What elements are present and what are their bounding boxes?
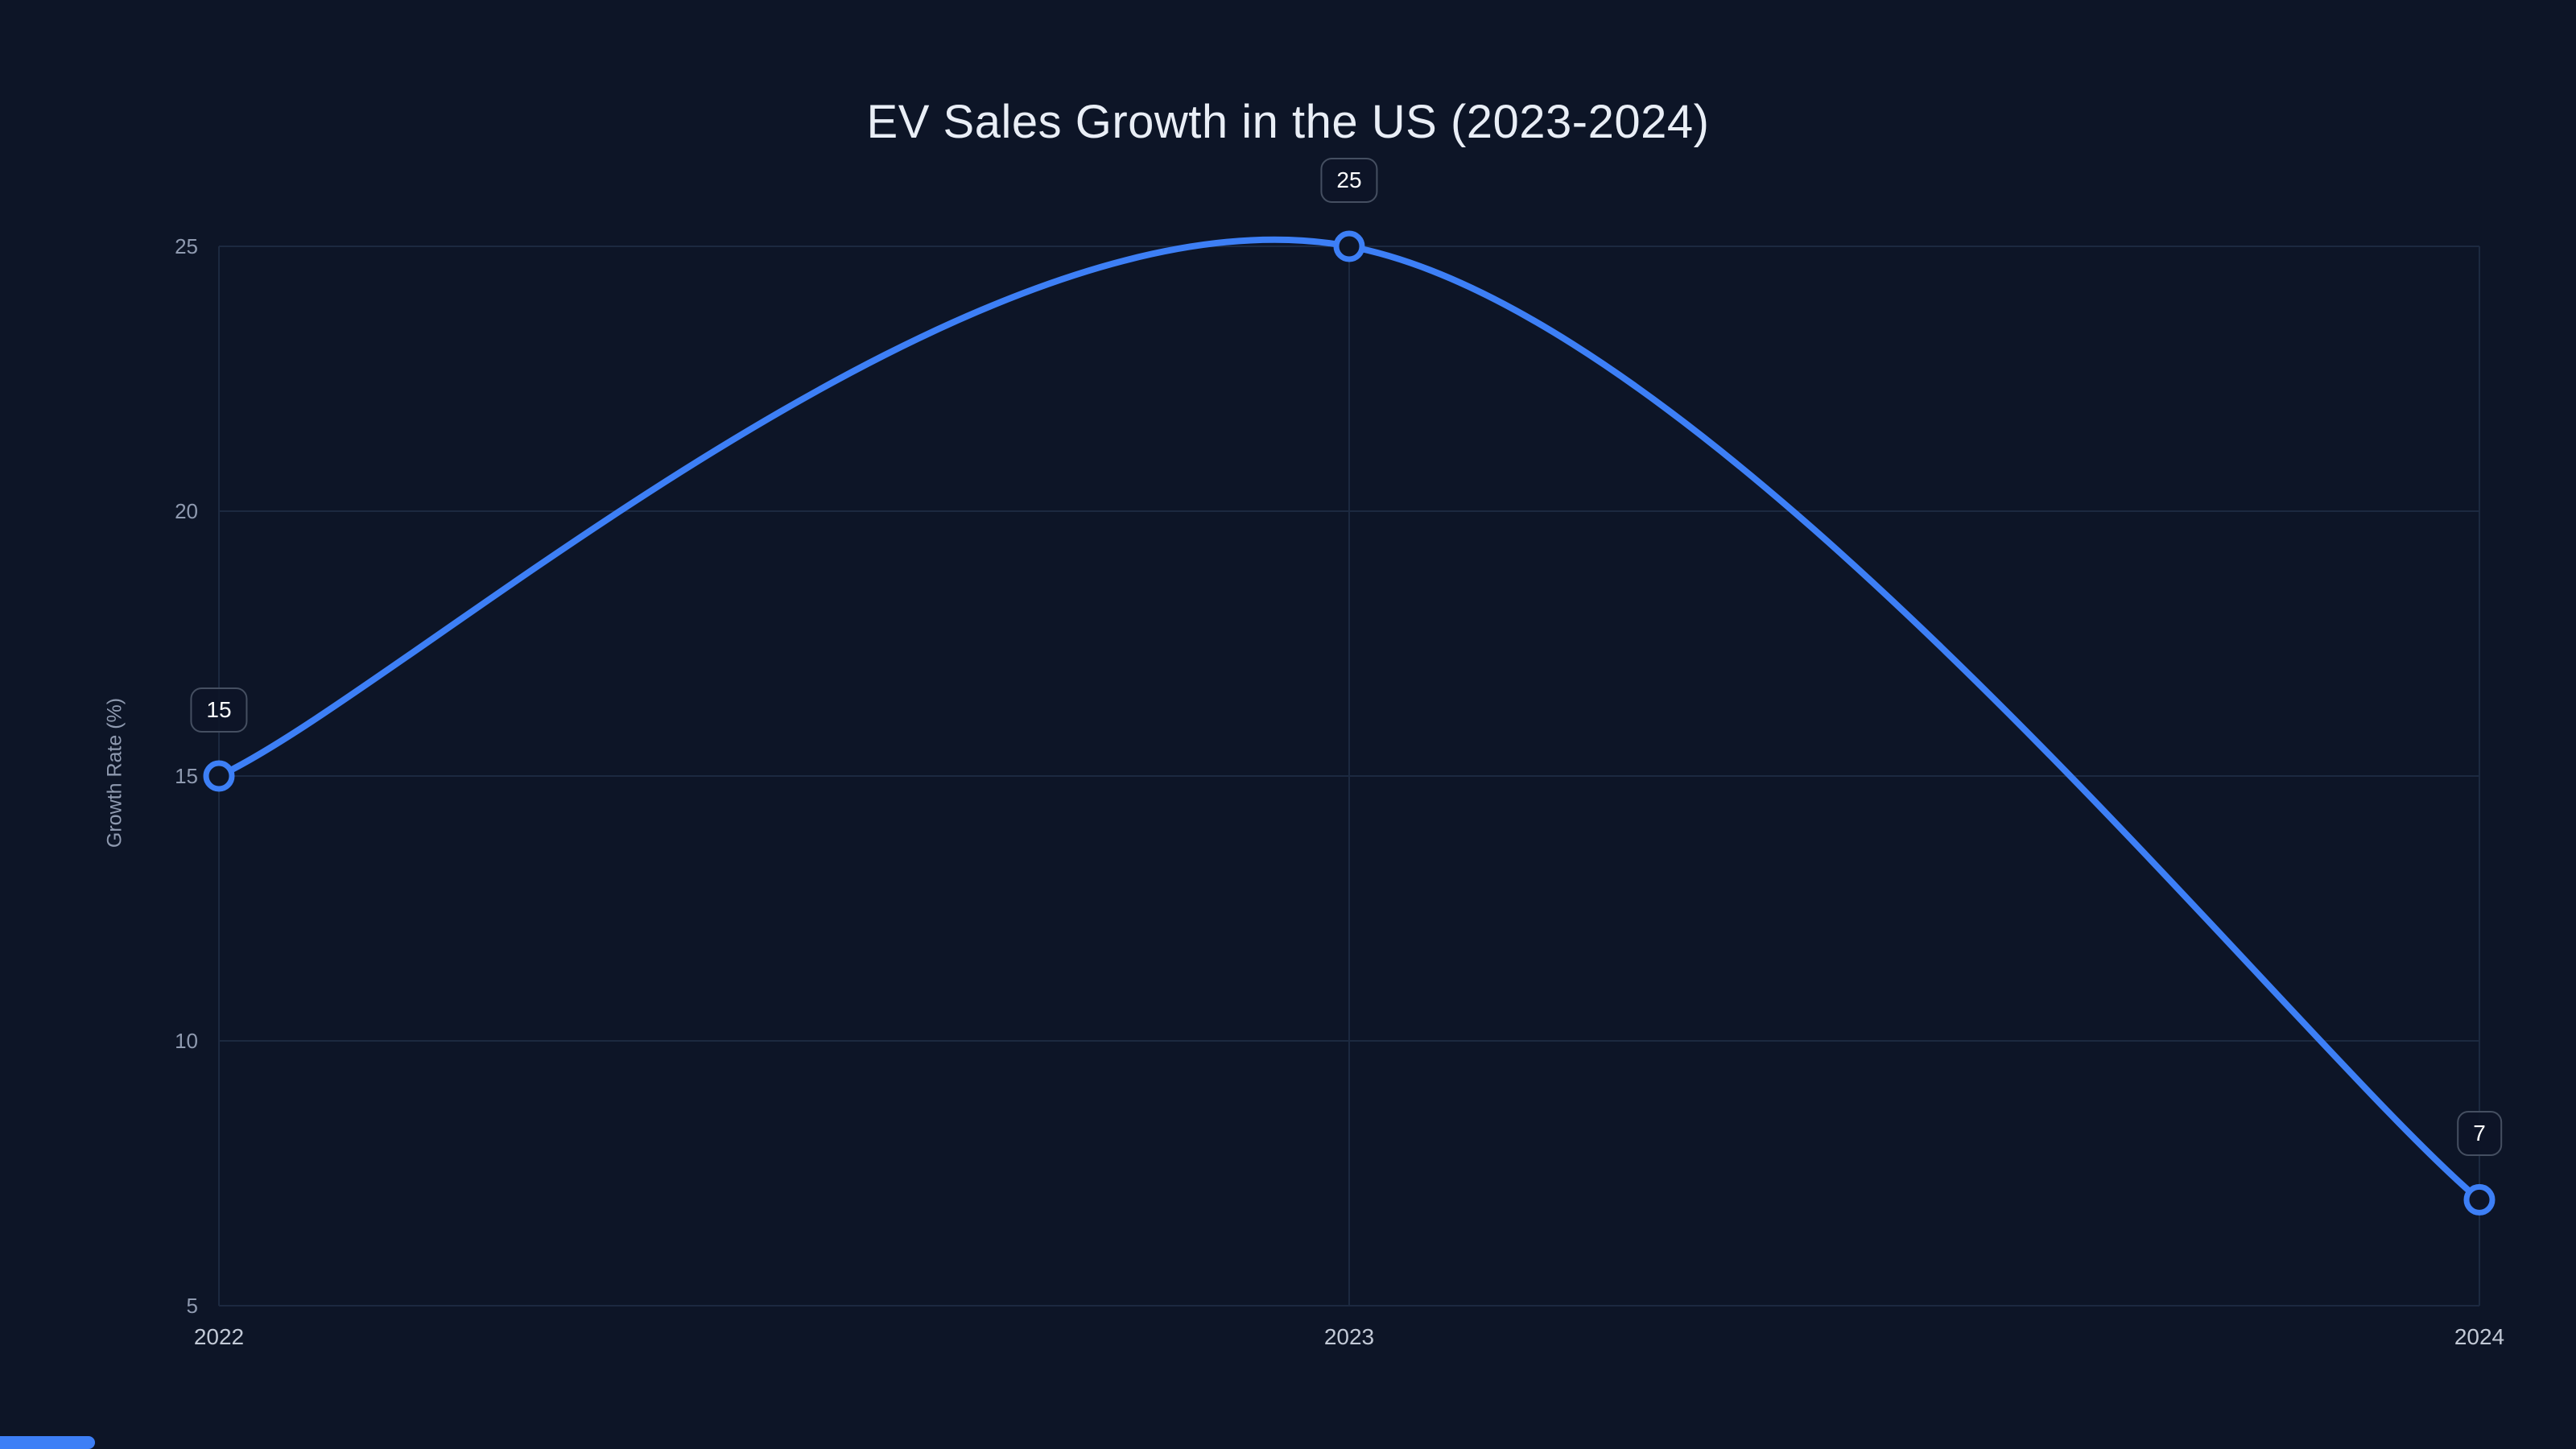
bottom-accent-bar [0, 1436, 95, 1449]
y-tick-label: 20 [175, 499, 198, 523]
data-point-marker[interactable] [2463, 1183, 2496, 1216]
x-tick-label: 2022 [194, 1324, 244, 1349]
chart-title: EV Sales Growth in the US (2023-2024) [866, 96, 1710, 148]
y-tick-label: 5 [187, 1294, 198, 1318]
y-tick-label: 10 [175, 1029, 198, 1053]
data-point-marker[interactable] [1333, 230, 1365, 262]
y-tick-label: 25 [175, 234, 198, 258]
y-tick-label: 15 [175, 764, 198, 788]
x-tick-label: 2024 [2454, 1324, 2504, 1349]
x-tick-label: 2023 [1324, 1324, 1374, 1349]
data-point-marker[interactable] [203, 760, 235, 792]
